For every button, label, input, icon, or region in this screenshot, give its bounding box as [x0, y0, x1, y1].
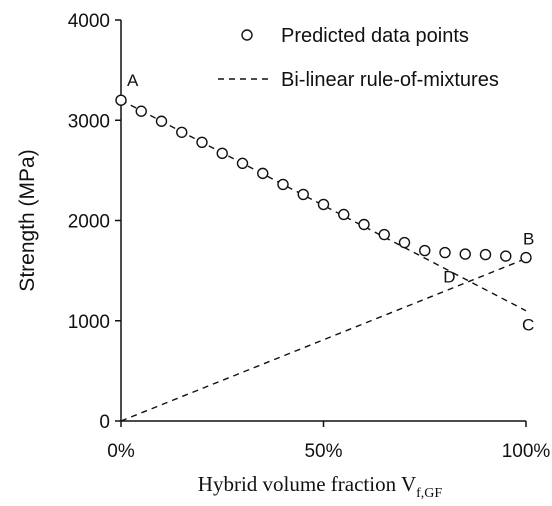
predicted-point — [216, 147, 228, 160]
x-tick-label: 50% — [304, 441, 342, 462]
x-axis-label-main: Hybrid volume fraction V — [198, 472, 416, 496]
predicted-point — [115, 94, 127, 106]
y-tick-label: 0 — [99, 412, 110, 433]
x-tick-label: 0% — [107, 441, 135, 462]
predicted-point — [378, 228, 390, 241]
rule-of-mixtures-lines — [120, 99, 527, 422]
x-axis-label-subscript: f,GF — [416, 486, 442, 501]
predicted-point — [439, 246, 451, 259]
point-annotations: A B C D — [127, 71, 534, 335]
predicted-point — [358, 218, 370, 231]
predicted-point — [317, 198, 330, 211]
predicted-point — [398, 236, 411, 249]
y-tick-label: 1000 — [68, 312, 110, 333]
x-axis-label: Hybrid volume fraction Vf,GF — [198, 472, 443, 501]
y-tick-label: 2000 — [68, 212, 110, 233]
rule-of-mixtures-line — [120, 257, 527, 422]
predicted-point — [135, 105, 147, 117]
predicted-point — [176, 126, 188, 138]
axis-labels: Strength (MPa) Hybrid volume fraction Vf,… — [16, 149, 442, 501]
predicted-point — [236, 157, 249, 170]
predicted-point — [277, 178, 289, 191]
predicted-point — [479, 248, 492, 261]
predicted-point — [196, 136, 208, 149]
predicted-point — [500, 250, 512, 262]
y-axis-label: Strength (MPa) — [16, 149, 39, 291]
legend-marker-circle — [241, 29, 253, 41]
predicted-point — [338, 208, 350, 221]
predicted-points — [115, 94, 532, 264]
predicted-point — [155, 115, 168, 127]
legend-label-rule-of-mixtures: Bi-linear rule-of-mixtures — [281, 69, 499, 91]
predicted-point — [297, 188, 309, 201]
legend-label-predicted: Predicted data points — [281, 25, 469, 47]
y-tick-label: 4000 — [68, 11, 110, 32]
predicted-point — [459, 248, 471, 260]
annotation-label: A — [127, 71, 139, 90]
annotation-label: B — [523, 230, 534, 249]
x-tick-label: 100% — [502, 441, 551, 462]
annotation-label: C — [522, 316, 534, 335]
predicted-point — [257, 167, 269, 180]
y-tick-label: 3000 — [68, 111, 110, 132]
annotation-label: D — [443, 268, 455, 287]
axes: 0 1000 2000 3000 4000 0% 50% 100% — [68, 11, 551, 462]
predicted-point — [520, 251, 532, 264]
predicted-point — [419, 244, 431, 257]
legend: Predicted data points Bi-linear rule-of-m… — [218, 25, 499, 91]
